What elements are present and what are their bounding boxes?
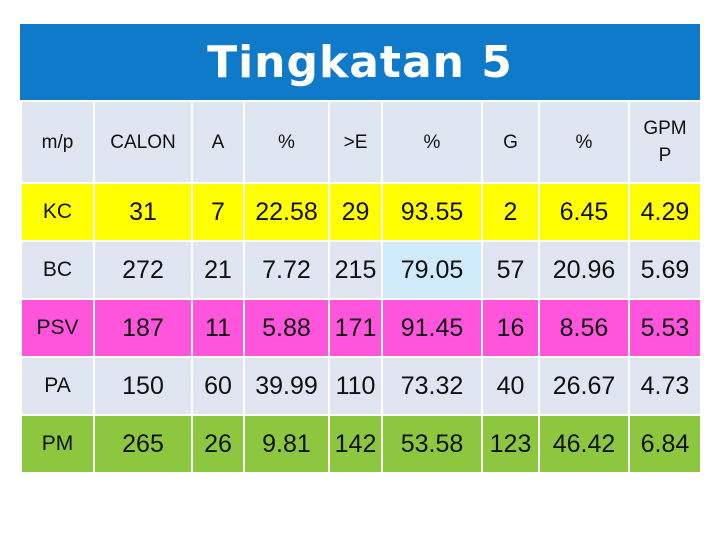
table-cell: 60 bbox=[191, 356, 245, 416]
table-cell: 5.69 bbox=[628, 240, 702, 300]
table-cell: 171 bbox=[328, 298, 383, 358]
table-row: PM 265 26 9.81 142 53.58 123 46.42 6.84 bbox=[20, 414, 702, 474]
header-cell: % bbox=[243, 100, 330, 184]
table-cell: 5.53 bbox=[628, 298, 702, 358]
header-cell: CALON bbox=[93, 100, 193, 184]
table-cell: 93.55 bbox=[381, 182, 483, 242]
table-cell: 110 bbox=[328, 356, 383, 416]
table-cell: 7.72 bbox=[243, 240, 330, 300]
table-cell: 16 bbox=[481, 298, 540, 358]
table-cell: 39.99 bbox=[243, 356, 330, 416]
table-cell: 5.88 bbox=[243, 298, 330, 358]
table-cell: 123 bbox=[481, 414, 540, 474]
header-cell: >E bbox=[328, 100, 383, 184]
table-cell: 57 bbox=[481, 240, 540, 300]
table-row: KC 31 7 22.58 29 93.55 2 6.45 4.29 bbox=[20, 182, 702, 242]
subject-code-cell: KC bbox=[20, 182, 95, 242]
table-cell: 142 bbox=[328, 414, 383, 474]
table-cell: 26.67 bbox=[538, 356, 630, 416]
subject-code-cell: BC bbox=[20, 240, 95, 300]
results-table: m/p CALON A % >E % G % GPM P KC 31 7 22.… bbox=[20, 100, 702, 474]
table-cell: 29 bbox=[328, 182, 383, 242]
table-cell: 11 bbox=[191, 298, 245, 358]
header-cell: A bbox=[191, 100, 245, 184]
header-cell: m/p bbox=[20, 100, 95, 184]
table-cell: 8.56 bbox=[538, 298, 630, 358]
title-bar: Tingkatan 5 bbox=[20, 24, 700, 100]
page-title: Tingkatan 5 bbox=[207, 36, 513, 88]
table-cell: 20.96 bbox=[538, 240, 630, 300]
header-cell: G bbox=[481, 100, 540, 184]
table-cell: 9.81 bbox=[243, 414, 330, 474]
table-cell: 46.42 bbox=[538, 414, 630, 474]
table-cell: 6.84 bbox=[628, 414, 702, 474]
table-cell: 53.58 bbox=[381, 414, 483, 474]
table-cell: 21 bbox=[191, 240, 245, 300]
table-cell: 150 bbox=[93, 356, 193, 416]
highlighted-cell: 79.05 bbox=[381, 240, 483, 300]
table-cell: 26 bbox=[191, 414, 245, 474]
table-header-row: m/p CALON A % >E % G % GPM P bbox=[20, 100, 702, 184]
table-cell: 22.58 bbox=[243, 182, 330, 242]
table-cell: 4.29 bbox=[628, 182, 702, 242]
table-row: PA 150 60 39.99 110 73.32 40 26.67 4.73 bbox=[20, 356, 702, 416]
table-row: PSV 187 11 5.88 171 91.45 16 8.56 5.53 bbox=[20, 298, 702, 358]
table-cell: 215 bbox=[328, 240, 383, 300]
table-cell: 187 bbox=[93, 298, 193, 358]
table-cell: 265 bbox=[93, 414, 193, 474]
subject-code-cell: PSV bbox=[20, 298, 95, 358]
table-cell: 272 bbox=[93, 240, 193, 300]
table-cell: 91.45 bbox=[381, 298, 483, 358]
table-cell: 2 bbox=[481, 182, 540, 242]
header-cell: % bbox=[538, 100, 630, 184]
table-row: BC 272 21 7.72 215 79.05 57 20.96 5.69 bbox=[20, 240, 702, 300]
subject-code-cell: PA bbox=[20, 356, 95, 416]
table-cell: 6.45 bbox=[538, 182, 630, 242]
table-cell: 40 bbox=[481, 356, 540, 416]
header-cell: % bbox=[381, 100, 483, 184]
table-cell: 73.32 bbox=[381, 356, 483, 416]
table-cell: 7 bbox=[191, 182, 245, 242]
table-cell: 4.73 bbox=[628, 356, 702, 416]
subject-code-cell: PM bbox=[20, 414, 95, 474]
table-cell: 31 bbox=[93, 182, 193, 242]
header-cell: GPM P bbox=[628, 100, 702, 184]
